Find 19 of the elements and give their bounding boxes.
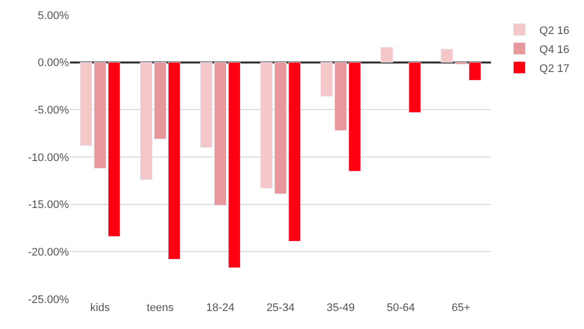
x-tick-label: 35-49 <box>326 302 355 314</box>
y-tick-label: -5.00% <box>34 104 70 117</box>
y-tick-label: -25.00% <box>28 294 70 306</box>
y-tick-label: 5.00% <box>38 10 70 22</box>
y-tick-label: -10.00% <box>28 152 70 164</box>
legend-label: Q2 16 <box>539 24 570 37</box>
y-tick-label: -15.00% <box>28 199 70 212</box>
x-tick-label: 18-24 <box>206 302 234 314</box>
bar <box>380 46 393 63</box>
legend-label: Q4 16 <box>539 44 570 56</box>
x-tick-label: 65+ <box>452 302 470 314</box>
y-tick-label: -20.00% <box>28 246 70 259</box>
x-tick-label: kids <box>90 302 110 314</box>
x-tick-label: teens <box>146 302 174 314</box>
x-tick-label: 50-64 <box>386 302 415 314</box>
x-tick-label: 25-34 <box>266 302 295 314</box>
legend-label: Q2 17 <box>539 62 570 75</box>
bar <box>408 62 422 113</box>
y-tick-label: 0.00% <box>38 57 70 70</box>
